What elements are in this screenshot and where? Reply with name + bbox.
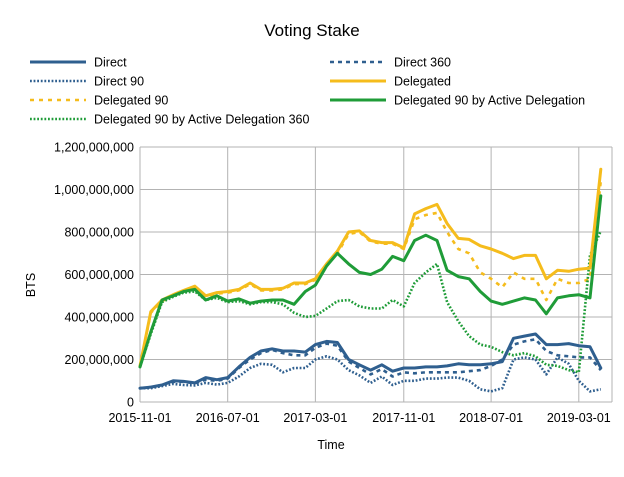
y-tick-label: 600,000,000: [64, 268, 134, 282]
y-tick-labels: 0 200,000,000 400,000,000 600,000,000 800,00…: [54, 141, 134, 410]
legend-label: Delegated 90 by Active Delegation 360: [94, 113, 309, 127]
legend-label: Direct 90: [94, 75, 144, 89]
series-lines: [138, 167, 603, 393]
x-tick-label: 2019-03-01: [547, 411, 611, 425]
legend-label: Direct 360: [394, 56, 451, 70]
y-tick-label: 1,000,000,000: [54, 183, 134, 197]
chart-legend: Direct Direct 360 Direct 90 Delegated Delega…: [30, 56, 585, 127]
series-line-delegated: [138, 167, 603, 368]
y-tick-label: 200,000,000: [64, 353, 134, 367]
series-line-delegated-90-by-active-delegation: [138, 194, 603, 369]
legend-label: Direct: [94, 56, 127, 70]
x-tick-label: 2018-07-01: [459, 411, 523, 425]
grid-lines: [139, 146, 613, 403]
series-line-direct-360: [139, 337, 602, 390]
y-tick-label: 400,000,000: [64, 311, 134, 325]
series-line-delegated-90: [138, 180, 603, 368]
series-line-delegated-90-by-active-delegation-360: [138, 230, 602, 374]
legend-label: Delegated: [394, 75, 451, 89]
y-tick-label: 1,200,000,000: [54, 141, 134, 155]
x-tick-labels: 2015-11-01 2016-07-01 2017-03-01 2017-11-01…: [108, 411, 610, 425]
legend-label: Delegated 90: [94, 94, 168, 108]
legend-label: Delegated 90 by Active Delegation: [394, 94, 585, 108]
y-axis-label: BTS: [24, 273, 38, 297]
x-tick-label: 2016-07-01: [196, 411, 260, 425]
x-tick-label: 2017-03-01: [283, 411, 347, 425]
chart-title: Voting Stake: [264, 21, 359, 40]
y-tick-label: 0: [127, 396, 134, 410]
x-tick-label: 2017-11-01: [372, 411, 435, 425]
x-tick-label: 2015-11-01: [108, 411, 171, 425]
series-line-direct: [138, 332, 603, 390]
y-tick-label: 800,000,000: [64, 226, 134, 240]
x-axis-label: Time: [317, 438, 344, 452]
